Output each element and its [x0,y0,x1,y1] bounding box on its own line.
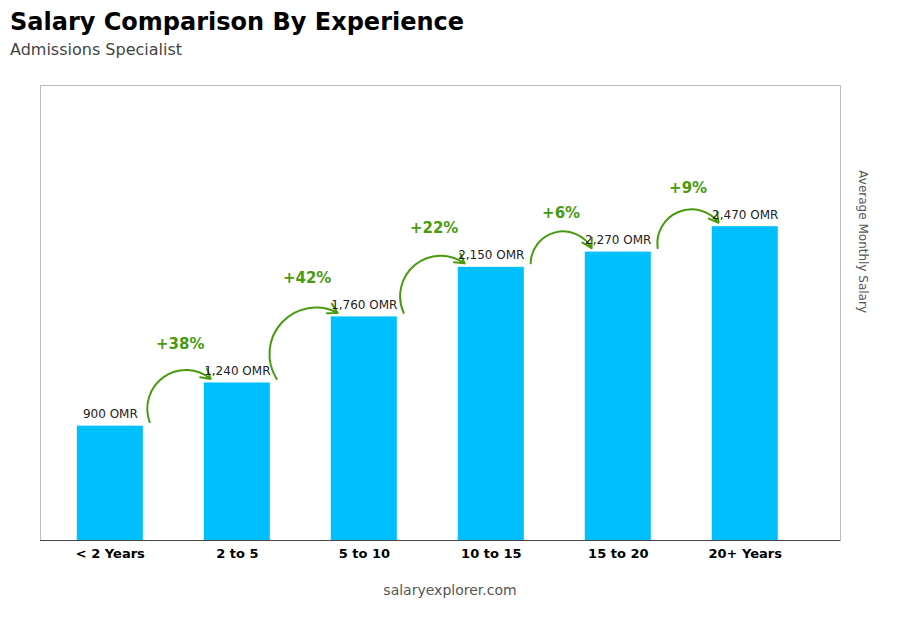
svg-text:10 to 15: 10 to 15 [461,546,521,561]
svg-text:+42%: +42% [283,269,331,287]
svg-text:5 to 10: 5 to 10 [339,546,390,561]
svg-text:+6%: +6% [542,204,580,222]
svg-text:2,470 OMR: 2,470 OMR [712,208,778,222]
html-text:Salary Comparison By Experienc: Salary Comparison By Experience [10,8,465,36]
svg-text:900 OMR: 900 OMR [83,407,138,421]
svg-text:+38%: +38% [156,335,204,353]
html-text:Admissions Specialist: Admissions Specialist [10,40,182,59]
svg-text:20+ Years: 20+ Years [709,546,783,561]
svg-text:1,240 OMR: 1,240 OMR [204,364,270,378]
svg-text:2 to 5: 2 to 5 [216,546,258,561]
svg-text:Average Monthly Salary: Average Monthly Salary [856,170,870,313]
svg-text:15 to 20: 15 to 20 [588,546,648,561]
html-text:salaryexplorer.com: salaryexplorer.com [383,582,517,598]
svg-text:2,150 OMR: 2,150 OMR [458,248,524,262]
svg-text:1,760 OMR: 1,760 OMR [331,298,397,312]
svg-text:< 2 Years: < 2 Years [76,546,145,561]
svg-text:2,270 OMR: 2,270 OMR [585,233,651,247]
svg-text:+9%: +9% [669,179,707,197]
svg-text:+22%: +22% [410,219,458,237]
